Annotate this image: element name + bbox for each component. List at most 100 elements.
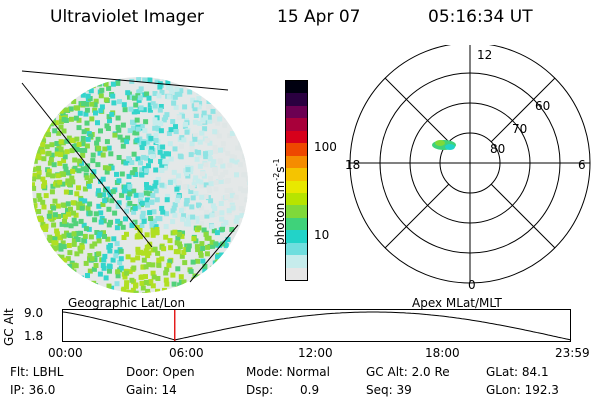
emission-pixel [120, 122, 126, 128]
emission-pixel [92, 217, 98, 223]
emission-pixel [32, 248, 38, 254]
emission-pixel [228, 107, 234, 113]
emission-pixel [76, 168, 82, 174]
emission-pixel [89, 116, 95, 122]
emission-pixel [52, 277, 58, 283]
emission-pixel [156, 292, 161, 293]
emission-pixel [232, 155, 237, 161]
emission-pixel [215, 259, 221, 265]
emission-pixel [232, 111, 238, 117]
emission-pixel [36, 193, 42, 199]
emission-pixel [139, 214, 145, 220]
emission-pixel [101, 265, 107, 271]
emission-pixel [93, 78, 99, 84]
emission-pixel [154, 79, 160, 85]
emission-pixel [97, 289, 102, 293]
emission-pixel [87, 268, 93, 274]
emission-pixel [106, 290, 112, 293]
emission-pixel [152, 117, 158, 123]
emission-pixel [142, 292, 148, 293]
emission-pixel [96, 188, 101, 194]
emission-pixel [53, 120, 59, 126]
emission-pixel [86, 226, 92, 232]
emission-pixel [215, 273, 221, 279]
emission-pixel [89, 101, 95, 107]
emission-pixel [145, 253, 151, 259]
emission-pixel [177, 286, 183, 292]
emission-pixel [52, 267, 58, 273]
emission-pixel [82, 78, 88, 84]
emission-pixel [110, 189, 116, 195]
emission-pixel [126, 156, 132, 162]
emission-pixel [138, 86, 144, 92]
emission-pixel [90, 158, 96, 164]
emission-pixel [69, 93, 75, 99]
emission-pixel [237, 186, 243, 192]
emission-pixel [39, 146, 45, 152]
emission-pixel [57, 100, 63, 106]
emission-pixel [114, 281, 120, 287]
emission-pixel [47, 234, 53, 240]
emission-pixel [108, 151, 114, 157]
emission-pixel [144, 197, 150, 203]
emission-pixel [228, 249, 234, 255]
emission-pixel [82, 233, 88, 239]
emission-pixel [168, 127, 174, 133]
emission-pixel [132, 167, 138, 172]
ip-info: IP: 36.0 [10, 383, 56, 397]
emission-pixel [212, 129, 218, 135]
emission-pixel [238, 273, 244, 279]
emission-pixel [110, 257, 116, 263]
emission-pixel [35, 77, 41, 82]
emission-pixel [228, 98, 233, 104]
mode-info: Mode: Normal [246, 365, 330, 379]
mlt-label-12: 12 [477, 48, 492, 62]
emission-pixel [118, 265, 124, 271]
emission-pixel [249, 262, 254, 267]
emission-pixel [106, 206, 112, 212]
emission-pixel [44, 277, 50, 282]
emission-pixel [84, 175, 90, 181]
emission-pixel [134, 225, 140, 230]
emission-pixel [153, 137, 159, 143]
polar-plot: 12 18 6 0 60 70 80 [345, 45, 591, 292]
emission-pixel [171, 178, 177, 184]
emission-pixel [229, 77, 235, 82]
emission-pixel [197, 101, 203, 106]
emission-pixel [41, 183, 47, 189]
emission-pixel [213, 180, 219, 186]
colorbar-unit-label: photon cm-2s-1 [272, 158, 287, 245]
colorbar-segment [286, 93, 307, 106]
emission-pixel [127, 269, 133, 275]
emission-pixel [174, 86, 180, 92]
emission-pixel [149, 220, 155, 226]
emission-pixel [165, 193, 171, 199]
emission-pixel [136, 97, 142, 103]
emission-pixel [81, 222, 87, 228]
emission-pixel [65, 277, 70, 283]
emission-pixel [84, 143, 90, 149]
emission-pixel [71, 237, 77, 243]
emission-pixel [214, 230, 220, 236]
emission-pixel [152, 218, 158, 224]
emission-pixel [242, 241, 248, 247]
emission-pixel [177, 231, 182, 237]
emission-pixel [32, 125, 36, 130]
emission-pixel [51, 162, 57, 168]
emission-pixel [134, 130, 140, 136]
emission-pixel [206, 185, 212, 191]
emission-pixel [217, 159, 223, 165]
emission-pixel [216, 111, 222, 117]
colorbar-tick-100: 100 [314, 140, 337, 154]
emission-pixel [238, 286, 244, 292]
emission-pixel [32, 211, 36, 217]
emission-pixel [247, 141, 248, 147]
emission-pixel [205, 276, 211, 282]
dsp-value: 0.9 [300, 383, 320, 397]
emission-pixel [131, 125, 136, 131]
emission-pixel [198, 179, 204, 185]
emission-pixel [203, 115, 208, 121]
orbit-timeline [62, 309, 572, 342]
seq-info: Seq: 39 [366, 383, 412, 397]
emission-pixel [203, 194, 209, 199]
